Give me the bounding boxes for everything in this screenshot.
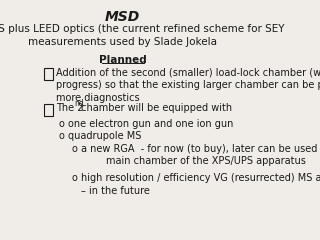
Text: MSD: MSD bbox=[105, 10, 140, 24]
Text: o: o bbox=[58, 131, 64, 141]
Text: a new RGA  - for now (to buy), later can be used on the
        main chamber of : a new RGA - for now (to buy), later can … bbox=[81, 144, 320, 166]
Text: o: o bbox=[72, 173, 77, 183]
Text: The 2: The 2 bbox=[56, 103, 84, 113]
Text: quadrupole MS: quadrupole MS bbox=[68, 131, 141, 141]
Text: Planned: Planned bbox=[99, 55, 147, 65]
Text: nd: nd bbox=[74, 99, 84, 108]
Text: one electron gun and one ion gun: one electron gun and one ion gun bbox=[68, 119, 233, 129]
Text: XPS/UPS plus LEED optics (the current refined scheme for SEY
measurements used b: XPS/UPS plus LEED optics (the current re… bbox=[0, 24, 284, 47]
Text: Addition of the second (smaller) load-lock chamber (work in
progress) so that th: Addition of the second (smaller) load-lo… bbox=[56, 68, 320, 103]
Text: chamber will be equipped with: chamber will be equipped with bbox=[78, 103, 233, 113]
Text: o: o bbox=[72, 144, 77, 154]
Text: high resolution / efficiency VG (resurrected) MS analyzer
– in the future: high resolution / efficiency VG (resurre… bbox=[81, 173, 320, 196]
Text: o: o bbox=[58, 119, 64, 129]
